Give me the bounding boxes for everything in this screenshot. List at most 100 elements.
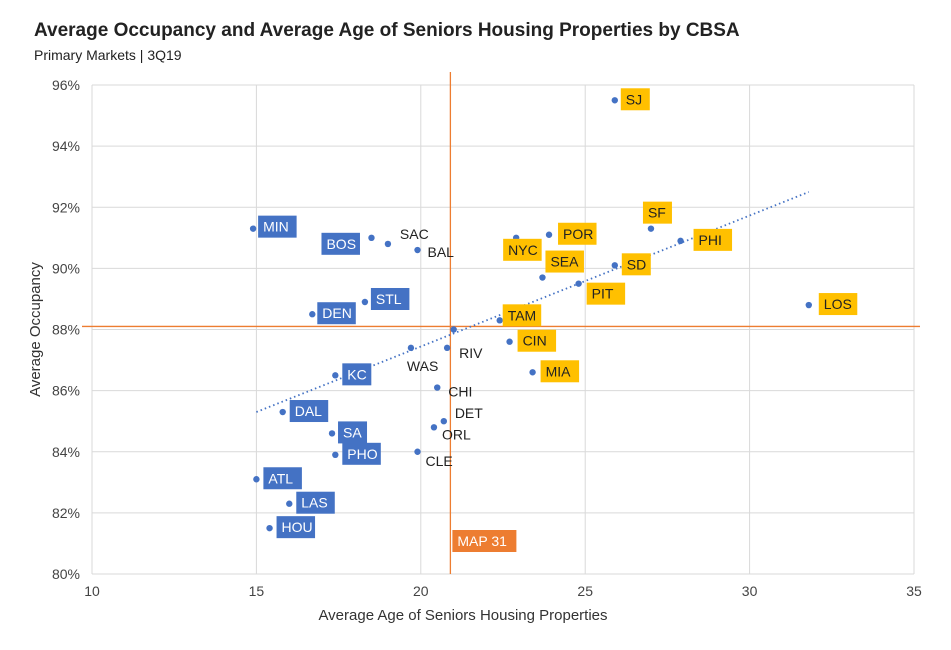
data-label-cle: CLE (426, 453, 453, 469)
chart-subtitle: Primary Markets | 3Q19 (34, 47, 182, 63)
label-box-mia (540, 360, 580, 383)
data-point-pho (332, 451, 339, 459)
data-point-atl (253, 476, 260, 483)
data-point-las (286, 500, 293, 507)
data-point-cle (414, 448, 421, 455)
y-axis-title: Average Occupancy (27, 262, 44, 397)
label-box-phi (693, 228, 733, 251)
data-point-sa (328, 430, 336, 437)
label-box-cin (517, 329, 557, 352)
data-point-bos (368, 234, 375, 242)
y-tick-label: 86% (52, 383, 80, 399)
x-tick-label: 20 (413, 583, 429, 599)
y-tick-label: 90% (52, 260, 80, 276)
data-point-sj (611, 97, 618, 104)
data-label-las: LAS (301, 495, 327, 511)
map-reference-label: MAP 31 (457, 533, 507, 549)
label-box-sj (620, 88, 650, 111)
data-point-cin (506, 338, 513, 345)
points-layer (249, 97, 812, 532)
data-label-chi: CHI (448, 384, 472, 400)
data-label-phi: PHI (699, 232, 722, 248)
data-label-por: POR (563, 226, 593, 242)
x-tick-label: 30 (742, 583, 758, 599)
label-box-por (558, 222, 597, 245)
data-point-map (450, 326, 457, 333)
y-tick-label: 82% (52, 505, 80, 521)
label-box-pit (586, 282, 626, 305)
label-box-bos (321, 232, 360, 255)
label-box-kc (342, 363, 372, 386)
data-label-los: LOS (824, 296, 852, 312)
reference-lines (82, 72, 920, 574)
data-label-cin: CIN (523, 333, 547, 349)
data-point-sac (384, 240, 392, 248)
data-point-det (440, 417, 448, 425)
data-point-chi (434, 384, 441, 391)
label-box-las (296, 491, 335, 514)
y-tick-label: 84% (52, 444, 80, 460)
data-point-pit (575, 280, 582, 287)
data-point-kc (332, 372, 339, 379)
data-label-atl: ATL (268, 470, 293, 486)
data-label-det: DET (455, 405, 483, 421)
data-label-dal: DAL (295, 403, 322, 419)
data-label-sd: SD (627, 256, 646, 272)
data-label-was: WAS (407, 358, 438, 374)
label-box-stl (370, 287, 410, 310)
data-point-den (309, 311, 316, 318)
x-tick-label: 35 (906, 583, 922, 599)
label-box-atl (263, 467, 302, 490)
label-box-sea (545, 250, 584, 273)
data-point-min (249, 225, 257, 232)
data-point-los (805, 301, 812, 309)
data-point-riv (443, 344, 451, 352)
data-point-dal (279, 408, 286, 416)
data-label-bal: BAL (428, 244, 455, 260)
x-tick-label: 10 (84, 583, 100, 599)
data-label-stl: STL (376, 291, 402, 307)
data-point-was (407, 344, 415, 352)
trendline-layer (256, 191, 810, 413)
y-tick-label: 94% (52, 138, 80, 154)
data-point-mia (529, 369, 536, 376)
data-label-nyc: NYC (508, 242, 538, 258)
labels-layer: MAP 31 SJ SF PHI POR NYC SD SEA PIT LOS TAM CIN MIA M… (258, 88, 858, 552)
label-box-los (818, 293, 858, 316)
label-box-sd (621, 253, 651, 276)
data-label-sea: SEA (550, 254, 579, 270)
data-label-riv: RIV (459, 345, 483, 361)
data-label-hou: HOU (282, 519, 313, 535)
data-label-tam: TAM (508, 307, 537, 323)
label-box-hou (276, 516, 316, 539)
axis-layer: 10 15 20 25 30 35 80% 82% 84% 86% 88% 90% 92% 94% 96% A… (27, 77, 922, 624)
data-label-sf: SF (648, 205, 666, 221)
data-point-hou (266, 524, 273, 532)
data-label-mia: MIA (546, 363, 572, 379)
map-reference-label-box (452, 530, 517, 552)
label-box-sa (338, 421, 368, 444)
data-point-por (545, 231, 553, 238)
x-tick-label: 25 (577, 583, 593, 599)
label-box-tam (502, 304, 542, 327)
x-axis-title: Average Age of Seniors Housing Propertie… (318, 607, 607, 624)
data-label-orl: ORL (442, 426, 471, 442)
grid-layer (91, 84, 915, 575)
label-box-min (258, 215, 297, 238)
y-tick-label: 80% (52, 566, 80, 582)
data-point-tam (496, 317, 503, 324)
y-tick-label: 92% (52, 199, 80, 215)
data-label-pho: PHO (347, 446, 377, 462)
data-label-kc: KC (347, 366, 366, 382)
data-point-stl (361, 298, 369, 306)
data-label-den: DEN (322, 305, 352, 321)
data-point-phi (677, 237, 684, 245)
data-label-sac: SAC (400, 226, 429, 242)
y-tick-label: 88% (52, 322, 80, 338)
chart-title: Average Occupancy and Average Age of Sen… (34, 20, 740, 41)
trendline (256, 191, 810, 413)
data-label-pit: PIT (592, 286, 614, 302)
y-tick-label: 96% (52, 77, 80, 93)
label-box-nyc (503, 238, 542, 261)
